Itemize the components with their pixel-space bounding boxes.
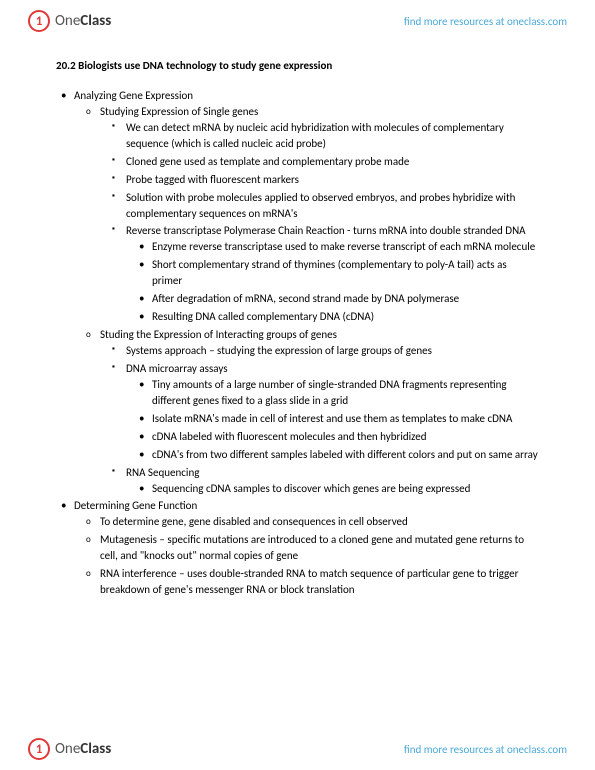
brand-name-light: One — [55, 12, 80, 30]
item-text: Sequencing cDNA samples to discover whic… — [152, 482, 470, 495]
outline-level-4: Enzyme reverse transcriptase used to mak… — [126, 239, 539, 325]
page-header: OneClass find more resources at oneclass… — [0, 0, 595, 38]
list-item: Cloned gene used as template and complem… — [126, 154, 539, 170]
list-item: We can detect mRNA by nucleic acid hybri… — [126, 120, 539, 152]
list-item: Short complementary strand of thymines (… — [152, 257, 539, 289]
outline-level-3: Systems approach – studying the expressi… — [100, 343, 539, 496]
item-text: Short complementary strand of thymines (… — [152, 258, 507, 287]
list-item: Determining Gene Function To determine g… — [74, 498, 539, 598]
brand-logo: OneClass — [28, 738, 111, 760]
list-item: DNA microarray assays Tiny amounts of a … — [126, 361, 539, 463]
item-text: Cloned gene used as template and complem… — [126, 155, 409, 168]
outline-level-2: To determine gene, gene disabled and con… — [74, 514, 539, 598]
outline-level-1: Analyzing Gene Expression Studying Expre… — [56, 88, 539, 598]
list-item: cDNA labeled with fluorescent molecules … — [152, 429, 539, 445]
brand-logo-icon — [28, 10, 50, 32]
brand-logo-icon — [28, 738, 50, 760]
item-text: Solution with probe molecules applied to… — [126, 191, 515, 220]
item-text: cDNA labeled with fluorescent molecules … — [152, 430, 427, 443]
outline-level-4: Tiny amounts of a large number of single… — [126, 377, 539, 463]
page-footer: OneClass find more resources at oneclass… — [0, 732, 595, 770]
outline-level-2: Studying Expression of Single genes We c… — [74, 104, 539, 497]
list-item: Systems approach – studying the expressi… — [126, 343, 539, 359]
outline-level-4: Sequencing cDNA samples to discover whic… — [126, 481, 539, 497]
list-item: Studing the Expression of Interacting gr… — [100, 327, 539, 496]
brand-logo-text: OneClass — [55, 740, 111, 758]
item-text: After degradation of mRNA, second strand… — [152, 292, 459, 305]
item-text: RNA interference – uses double-stranded … — [100, 567, 518, 596]
list-item: Solution with probe molecules applied to… — [126, 190, 539, 222]
item-text: Reverse transcriptase Polymerase Chain R… — [126, 224, 526, 237]
list-item: To determine gene, gene disabled and con… — [100, 514, 539, 530]
item-text: Studing the Expression of Interacting gr… — [100, 328, 337, 341]
section-title: 20.2 Biologists use DNA technology to st… — [56, 58, 539, 74]
item-text: To determine gene, gene disabled and con… — [100, 515, 408, 528]
item-text: Probe tagged with fluorescent markers — [126, 173, 299, 186]
list-item: Studying Expression of Single genes We c… — [100, 104, 539, 325]
list-item: Sequencing cDNA samples to discover whic… — [152, 481, 539, 497]
item-text: Studying Expression of Single genes — [100, 105, 258, 118]
item-text: Mutagenesis – specific mutations are int… — [100, 533, 524, 562]
item-text: Tiny amounts of a large number of single… — [152, 378, 507, 407]
list-item: RNA interference – uses double-stranded … — [100, 566, 539, 598]
item-text: Determining Gene Function — [74, 499, 197, 512]
item-text: Analyzing Gene Expression — [74, 89, 193, 102]
item-text: DNA microarray assays — [126, 362, 228, 375]
item-text: We can detect mRNA by nucleic acid hybri… — [126, 121, 504, 150]
brand-name-bold: Class — [80, 740, 111, 758]
item-text: RNA Sequencing — [126, 466, 199, 479]
list-item: Isolate mRNA's made in cell of interest … — [152, 411, 539, 427]
brand-logo-text: OneClass — [55, 12, 111, 30]
list-item: Analyzing Gene Expression Studying Expre… — [74, 88, 539, 497]
list-item: Probe tagged with fluorescent markers — [126, 172, 539, 188]
list-item: Enzyme reverse transcriptase used to mak… — [152, 239, 539, 255]
item-text: Enzyme reverse transcriptase used to mak… — [152, 240, 535, 253]
list-item: Tiny amounts of a large number of single… — [152, 377, 539, 409]
list-item: Reverse transcriptase Polymerase Chain R… — [126, 223, 539, 325]
outline-level-3: We can detect mRNA by nucleic acid hybri… — [100, 120, 539, 325]
list-item: Mutagenesis – specific mutations are int… — [100, 532, 539, 564]
header-resource-link[interactable]: find more resources at oneclass.com — [404, 15, 567, 28]
item-text: cDNA's from two different samples labele… — [152, 448, 538, 461]
brand-name-light: One — [55, 740, 80, 758]
document-body: 20.2 Biologists use DNA technology to st… — [0, 38, 595, 610]
brand-name-bold: Class — [80, 12, 111, 30]
footer-resource-link[interactable]: find more resources at oneclass.com — [404, 743, 567, 756]
item-text: Systems approach – studying the expressi… — [126, 344, 432, 357]
item-text: Resulting DNA called complementary DNA (… — [152, 310, 374, 323]
list-item: cDNA's from two different samples labele… — [152, 447, 539, 463]
list-item: After degradation of mRNA, second strand… — [152, 291, 539, 307]
brand-logo: OneClass — [28, 10, 111, 32]
list-item: Resulting DNA called complementary DNA (… — [152, 309, 539, 325]
list-item: RNA Sequencing Sequencing cDNA samples t… — [126, 465, 539, 497]
item-text: Isolate mRNA's made in cell of interest … — [152, 412, 512, 425]
